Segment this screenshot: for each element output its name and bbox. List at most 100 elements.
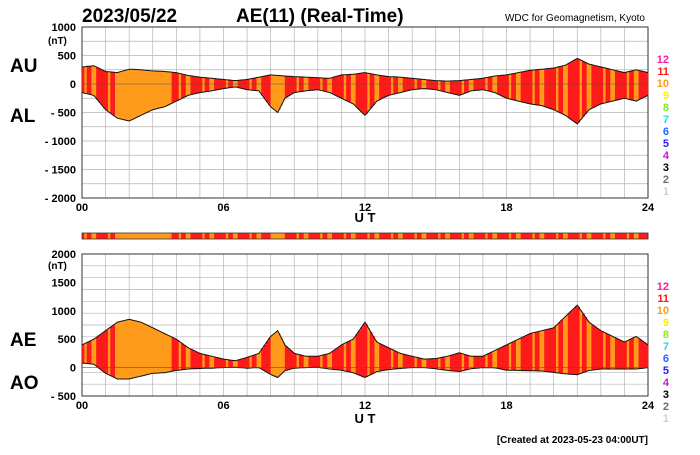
area-segment [586, 320, 590, 371]
band-segment [202, 233, 205, 239]
area-segment [258, 351, 262, 369]
area-segment [190, 349, 194, 369]
area-segment [206, 355, 210, 369]
area-segment [327, 78, 330, 93]
band-segment [247, 233, 250, 239]
x-tick-label: 18 [500, 400, 512, 412]
area-segment [572, 308, 576, 375]
area-segment [192, 76, 196, 94]
area-segment [629, 339, 632, 370]
area-segment [188, 75, 191, 96]
area-segment [449, 355, 453, 371]
area-segment [466, 79, 470, 93]
area-segment [211, 78, 215, 91]
area-segment [548, 328, 552, 373]
ae-line [81, 304, 649, 362]
area-segment [407, 355, 411, 368]
band-segment [565, 233, 569, 239]
area-segment [166, 71, 170, 106]
band-segment [610, 233, 613, 239]
band-segment [166, 233, 170, 239]
area-segment [96, 336, 99, 367]
y-tick-label: 0 [70, 363, 76, 375]
area-segment [619, 340, 623, 370]
area-segment [261, 76, 264, 96]
band-segment [497, 233, 500, 239]
scale-label-9: 9 [663, 90, 669, 102]
area-segment [181, 343, 184, 370]
band-segment [464, 233, 467, 239]
area-segment [369, 332, 373, 375]
band-segment [140, 233, 144, 239]
y-tick-label: 1000 [52, 22, 76, 34]
area-segment [643, 342, 646, 369]
band-segment [107, 233, 111, 239]
band-segment [581, 233, 585, 239]
area-segment [216, 357, 220, 368]
area-segment [324, 354, 328, 369]
area-segment [362, 323, 366, 378]
y-tick-label: - 2000 [45, 193, 76, 205]
band-segment [629, 233, 632, 239]
band-segment [468, 233, 472, 239]
area-segment [379, 343, 382, 371]
area-segment [388, 76, 392, 96]
band-segment [419, 233, 422, 239]
area-segment [98, 68, 102, 103]
band-segment [426, 233, 429, 239]
band-segment [221, 233, 224, 239]
area-segment [249, 356, 253, 368]
band-segment [480, 233, 484, 239]
scale-label-3: 3 [663, 389, 669, 401]
area-segment [284, 345, 288, 371]
area-segment [313, 356, 316, 368]
area-segment [249, 78, 253, 91]
band-segment [567, 233, 571, 239]
scale-label-1: 1 [663, 413, 669, 425]
area-segment [379, 75, 382, 100]
area-segment [383, 76, 387, 98]
area-segment [334, 349, 337, 370]
ae-ao-lines [81, 304, 649, 380]
scale-label-10: 10 [657, 305, 669, 317]
band-segment [270, 233, 274, 239]
area-segment [537, 331, 540, 371]
band-segment [527, 233, 531, 239]
area-segment [570, 61, 573, 120]
area-segment [497, 75, 500, 95]
band-segment [428, 233, 432, 239]
band-segment [435, 233, 439, 239]
band-segment [548, 233, 552, 239]
area-segment [82, 66, 85, 93]
area-segment [440, 80, 444, 92]
x-tick-labels-1: 00 06 12 18 24 [76, 202, 655, 214]
band-segment [131, 233, 135, 239]
band-segment [593, 233, 597, 239]
area-segment [289, 76, 293, 95]
area-segment [84, 343, 88, 364]
band-segment [461, 233, 465, 239]
band-segment [584, 233, 587, 239]
area-segment [452, 80, 455, 94]
area-segment [353, 74, 356, 106]
area-segment [482, 355, 486, 368]
band-segment [589, 233, 592, 239]
area-segment [614, 70, 618, 101]
area-segment [329, 77, 333, 94]
band-segment [324, 233, 328, 239]
band-segment [570, 233, 573, 239]
area-segment [572, 60, 576, 122]
band-segment [454, 233, 458, 239]
band-segment [511, 233, 514, 239]
band-segment [376, 233, 380, 239]
area-segment [185, 346, 189, 370]
area-segment [327, 353, 330, 369]
area-segment [603, 332, 606, 370]
scale-label-11: 11 [657, 66, 669, 78]
area-segment [343, 74, 347, 100]
area-segment [426, 79, 429, 89]
band-segment [398, 233, 401, 239]
area-segment [202, 354, 205, 369]
band-segment [423, 233, 427, 239]
